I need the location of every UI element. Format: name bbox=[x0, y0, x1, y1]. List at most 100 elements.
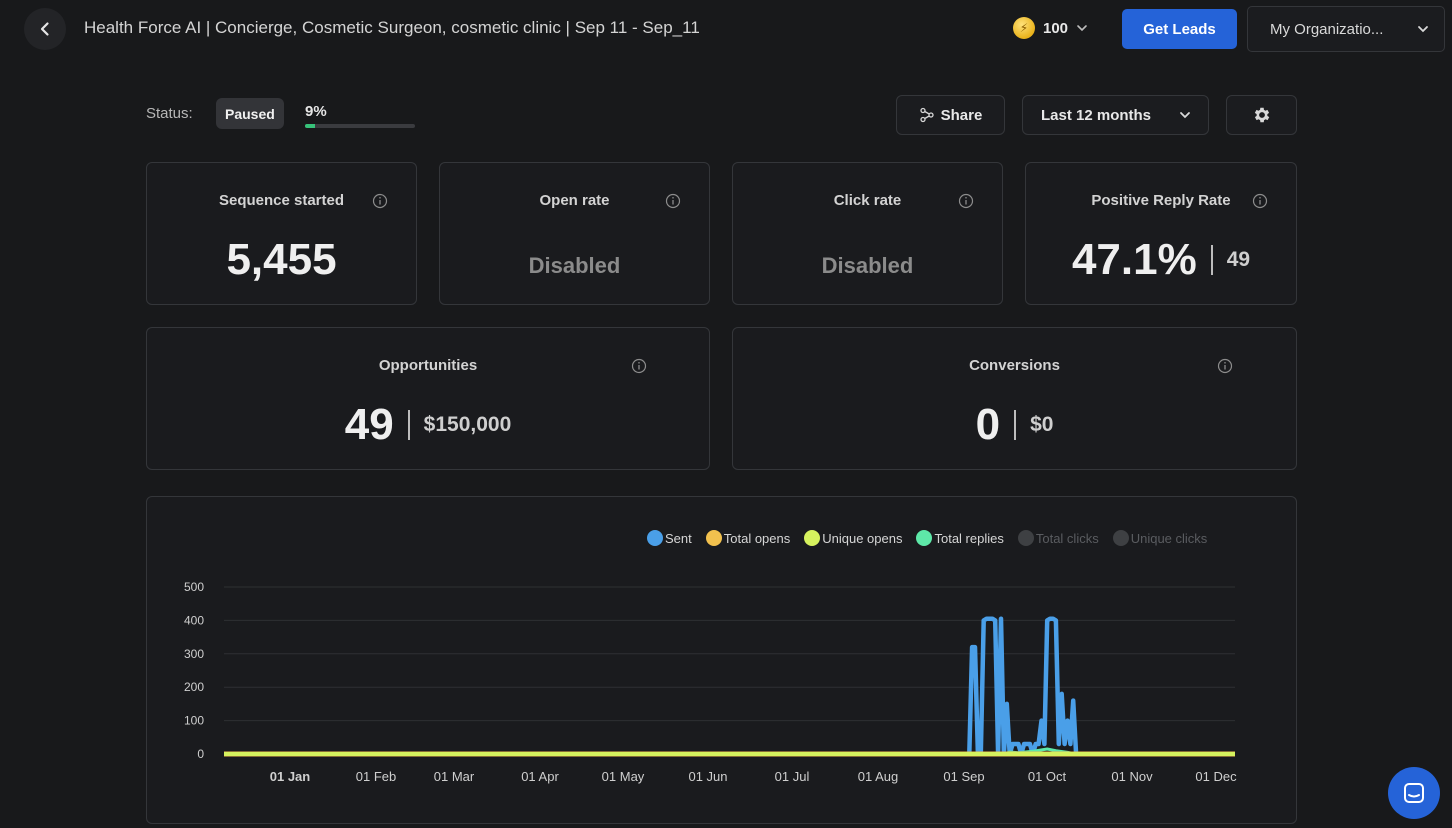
info-icon[interactable] bbox=[958, 193, 974, 209]
y-tick-label: 100 bbox=[184, 714, 204, 728]
share-icon bbox=[919, 107, 934, 123]
back-button[interactable] bbox=[24, 8, 66, 50]
legend-swatch bbox=[705, 530, 722, 546]
chevron-down-icon bbox=[1180, 112, 1190, 119]
open-rate-value: Disabled bbox=[528, 253, 621, 278]
sequence-started-card: Sequence started 5,455 bbox=[146, 162, 417, 305]
x-tick-label: 01 Apr bbox=[521, 769, 559, 784]
card-title: Positive Reply Rate bbox=[1091, 192, 1231, 209]
legend-item[interactable]: Total opens bbox=[705, 530, 791, 546]
conversions-card: Conversions 0 $0 bbox=[732, 327, 1297, 470]
card-title: Sequence started bbox=[218, 192, 345, 209]
y-tick-label: 300 bbox=[184, 647, 204, 661]
sequence-started-value: 5,455 bbox=[226, 235, 337, 284]
card-value-row: 5,455 bbox=[147, 235, 416, 285]
card-value-row: 47.1% 49 bbox=[1026, 235, 1296, 285]
conversions-count: 0 bbox=[975, 400, 1001, 449]
positive-reply-rate-value: 47.1% bbox=[1071, 235, 1197, 284]
chat-launcher-button[interactable] bbox=[1388, 767, 1440, 819]
x-tick-label: 01 May bbox=[602, 769, 645, 784]
y-tick-label: 200 bbox=[184, 680, 204, 694]
legend-label: Total replies bbox=[934, 530, 1004, 546]
progress-fill bbox=[305, 124, 315, 128]
open-rate-card: Open rate Disabled bbox=[439, 162, 710, 305]
legend-label: Total clicks bbox=[1035, 530, 1099, 546]
legend-swatch bbox=[1112, 530, 1129, 546]
y-tick-label: 400 bbox=[184, 613, 204, 627]
share-button[interactable]: Share bbox=[896, 95, 1005, 135]
chevron-left-icon bbox=[40, 22, 49, 36]
gear-icon bbox=[1254, 107, 1269, 123]
legend-swatch bbox=[804, 530, 821, 546]
info-icon[interactable] bbox=[1217, 358, 1233, 374]
legend-swatch bbox=[916, 530, 933, 546]
status-label: Status: bbox=[146, 105, 193, 122]
legend-label: Sent bbox=[665, 530, 692, 546]
info-icon[interactable] bbox=[372, 193, 388, 209]
legend-item[interactable]: Total clicks bbox=[1017, 530, 1099, 546]
positive-reply-count: 49 bbox=[1226, 248, 1251, 271]
chevron-down-icon bbox=[1418, 26, 1428, 33]
x-tick-label: 01 Nov bbox=[1111, 769, 1153, 784]
progress-percent: 9% bbox=[305, 103, 327, 120]
click-rate-value: Disabled bbox=[821, 253, 914, 278]
activity-chart: 0 100 200 300 400 500 01 Jan 01 Feb 01 Mar 01 Apr… bbox=[184, 580, 1237, 784]
status-badge: Paused bbox=[216, 98, 284, 129]
opportunities-count: 49 bbox=[344, 400, 394, 449]
card-value-row: 0 $0 bbox=[733, 400, 1296, 450]
legend-item[interactable]: Sent bbox=[647, 530, 692, 546]
card-title: Conversions bbox=[969, 357, 1060, 374]
info-icon[interactable] bbox=[665, 193, 681, 209]
page-title: Health Force AI | Concierge, Cosmetic Su… bbox=[84, 18, 700, 37]
chevron-down-icon bbox=[1077, 25, 1087, 32]
activity-chart-card: Sent Total opens Unique opens Total replies… bbox=[146, 496, 1297, 824]
card-value-row: Disabled bbox=[733, 253, 1002, 279]
x-tick-label: 01 Aug bbox=[858, 769, 899, 784]
legend-item[interactable]: Unique clicks bbox=[1112, 530, 1208, 546]
y-tick-label: 500 bbox=[184, 580, 204, 594]
settings-button[interactable] bbox=[1226, 95, 1297, 135]
chat-icon bbox=[1404, 783, 1424, 803]
y-tick-label: 0 bbox=[197, 747, 204, 761]
card-title: Open rate bbox=[539, 192, 610, 209]
share-label: Share bbox=[940, 106, 983, 124]
date-range-label: Last 12 months bbox=[1041, 106, 1152, 124]
x-tick-label: 01 Jun bbox=[688, 769, 727, 784]
opportunities-amount: $150,000 bbox=[423, 413, 512, 436]
organization-label: My Organizatio... bbox=[1270, 20, 1384, 38]
conversions-amount: $0 bbox=[1030, 413, 1054, 436]
legend-swatch bbox=[647, 530, 663, 546]
opportunities-card: Opportunities 49 $150,000 bbox=[146, 327, 710, 470]
top-bar: Health Force AI | Concierge, Cosmetic Su… bbox=[0, 0, 1452, 58]
credits-count: 100 bbox=[1043, 19, 1069, 37]
legend-item[interactable]: Total replies bbox=[916, 530, 1004, 546]
x-tick-label: 01 Jan bbox=[270, 769, 311, 784]
positive-reply-rate-card: Positive Reply Rate 47.1% 49 bbox=[1025, 162, 1297, 305]
credits-menu[interactable]: ⚡ 100 bbox=[1013, 17, 1088, 39]
legend-swatch bbox=[1017, 530, 1034, 546]
x-tick-label: 01 Oct bbox=[1028, 769, 1067, 784]
info-icon[interactable] bbox=[631, 358, 647, 374]
x-tick-label: 01 Sep bbox=[943, 769, 984, 784]
series-line-sent bbox=[224, 616, 1235, 757]
click-rate-card: Click rate Disabled bbox=[732, 162, 1003, 305]
divider bbox=[1210, 245, 1213, 275]
card-title: Click rate bbox=[833, 192, 902, 209]
get-leads-button[interactable]: Get Leads bbox=[1122, 9, 1237, 49]
legend-label: Unique clicks bbox=[1130, 530, 1208, 546]
card-value-row: 49 $150,000 bbox=[147, 400, 709, 450]
info-icon[interactable] bbox=[1252, 193, 1268, 209]
legend-item[interactable]: Unique opens bbox=[804, 530, 902, 546]
legend-label: Total opens bbox=[723, 530, 791, 546]
organization-select[interactable]: My Organizatio... bbox=[1247, 6, 1445, 52]
x-tick-label: 01 Dec bbox=[1195, 769, 1237, 784]
legend-label: Unique opens bbox=[822, 530, 903, 546]
x-tick-label: 01 Feb bbox=[356, 769, 396, 784]
coin-icon: ⚡ bbox=[1013, 17, 1035, 39]
date-range-select[interactable]: Last 12 months bbox=[1022, 95, 1209, 135]
progress-bar bbox=[305, 124, 415, 128]
card-title: Opportunities bbox=[378, 357, 478, 374]
card-value-row: Disabled bbox=[440, 253, 709, 279]
divider bbox=[407, 410, 410, 440]
divider bbox=[1014, 410, 1017, 440]
